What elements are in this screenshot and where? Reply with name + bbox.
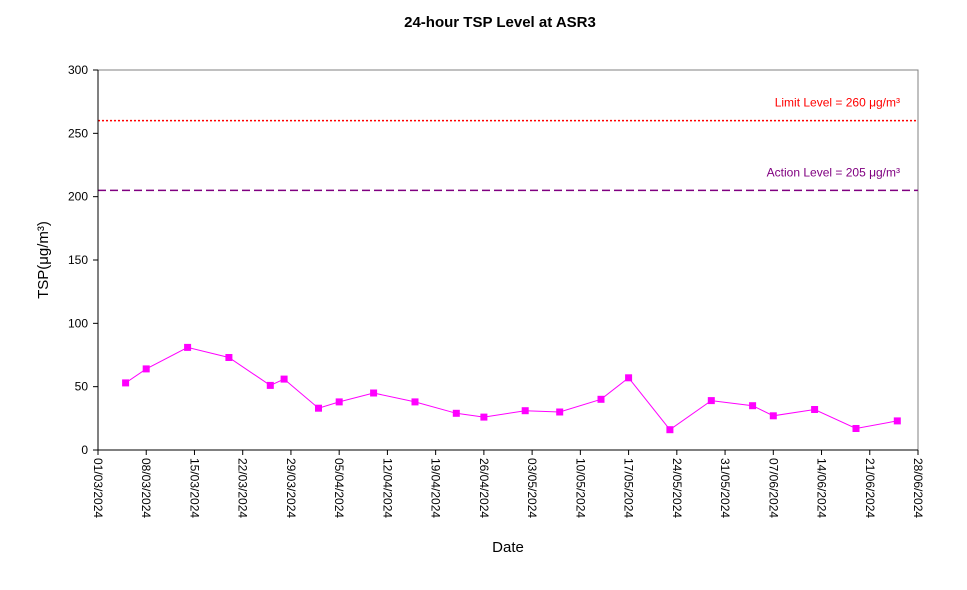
- x-tick-label: 07/06/2024: [766, 458, 780, 518]
- x-tick-label: 12/04/2024: [380, 458, 394, 518]
- data-point: [315, 404, 322, 412]
- x-tick-label: 01/03/2024: [91, 458, 105, 518]
- x-tick-label: 29/03/2024: [284, 458, 298, 518]
- data-point: [280, 375, 288, 383]
- x-tick-label: 28/06/2024: [911, 458, 925, 518]
- data-point: [521, 407, 529, 415]
- y-axis-ticks: 0 50 100 150 200 250 300: [68, 63, 98, 457]
- x-tick-label: 14/06/2024: [815, 458, 829, 518]
- x-tick-label: 24/05/2024: [670, 458, 684, 518]
- y-tick-label: 250: [68, 126, 88, 140]
- y-tick-label: 100: [68, 316, 88, 330]
- x-tick-label: 03/05/2024: [525, 458, 539, 518]
- data-series: [122, 343, 901, 434]
- x-tick-label: 31/05/2024: [718, 458, 732, 518]
- data-point: [749, 402, 757, 410]
- x-axis-ticks: 01/03/2024 08/03/2024 15/03/2024 22/03/2024…: [91, 450, 925, 518]
- data-point: [597, 395, 605, 403]
- x-tick-label: 15/03/2024: [187, 458, 201, 518]
- data-point: [370, 389, 378, 397]
- x-tick-label: 08/03/2024: [139, 458, 153, 518]
- data-point: [480, 413, 488, 421]
- data-point: [122, 379, 130, 387]
- plot-area: [97, 69, 919, 451]
- x-tick-label: 19/04/2024: [429, 458, 443, 518]
- data-point: [452, 409, 460, 417]
- data-point: [335, 398, 343, 406]
- data-point: [556, 408, 564, 416]
- x-tick-label: 17/05/2024: [622, 458, 636, 518]
- y-tick-label: 0: [81, 443, 88, 457]
- x-tick-label: 22/03/2024: [236, 458, 250, 518]
- x-tick-label: 05/04/2024: [332, 458, 346, 518]
- data-point: [142, 365, 150, 373]
- data-point: [266, 381, 274, 389]
- y-tick-label: 300: [68, 63, 88, 77]
- x-axis-label: Date: [492, 539, 524, 556]
- reference-line-label: Action Level = 205 μg/m³: [767, 165, 900, 179]
- y-tick-label: 150: [68, 253, 88, 267]
- y-tick-label: 200: [68, 190, 88, 204]
- reference-line-label: Limit Level = 260 μg/m³: [775, 96, 900, 110]
- data-point: [184, 343, 192, 351]
- data-point: [811, 406, 819, 413]
- data-point: [625, 374, 633, 382]
- y-axis-label: TSP(μg/m³): [35, 221, 52, 299]
- data-point: [707, 397, 715, 405]
- x-tick-label: 21/06/2024: [863, 458, 877, 518]
- data-point: [769, 412, 777, 420]
- data-point: [666, 426, 674, 434]
- y-tick-label: 50: [75, 380, 89, 394]
- x-tick-label: 26/04/2024: [477, 458, 491, 518]
- chart-title: 24-hour TSP Level at ASR3: [404, 14, 596, 31]
- data-point: [893, 417, 901, 425]
- data-point: [225, 354, 233, 361]
- data-point: [852, 425, 860, 432]
- data-point: [411, 398, 419, 406]
- x-tick-label: 10/05/2024: [573, 458, 587, 518]
- reference-lines: Limit Level = 260 μg/m³ Action Level = 20…: [98, 96, 918, 192]
